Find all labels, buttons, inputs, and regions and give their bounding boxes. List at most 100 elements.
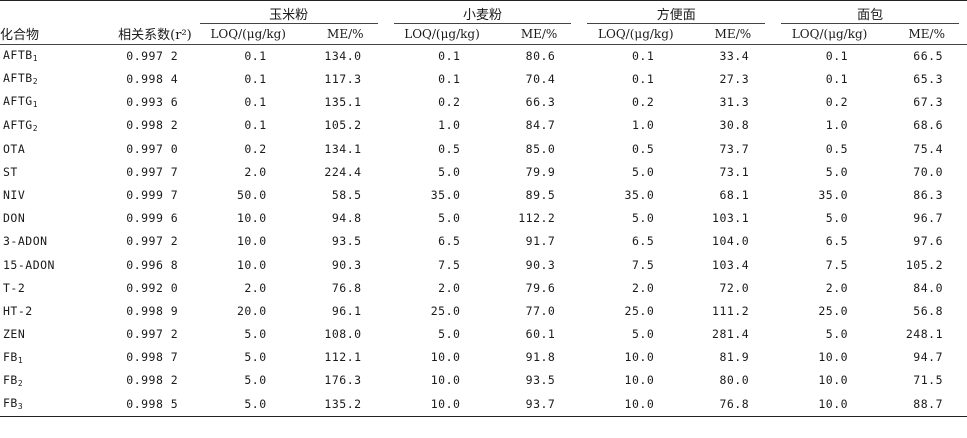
group-label: 小麦粉 xyxy=(462,8,502,23)
loq-value: 5.0 xyxy=(244,350,267,365)
header-loq: LOQ/(μg/kg) xyxy=(773,24,873,45)
loq-value: 0.1 xyxy=(438,72,461,87)
compound-base: AFTG xyxy=(3,117,33,132)
group-label: 玉米粉 xyxy=(269,8,309,23)
me-value: 93.5 xyxy=(331,234,362,249)
me-value: 27.3 xyxy=(719,72,750,87)
r2-value: 0.998 5 xyxy=(82,392,192,417)
loq-value: 0.1 xyxy=(244,48,267,63)
me-value: 224.4 xyxy=(324,164,362,179)
compound-subscript: 2 xyxy=(17,378,24,388)
compound-base: OTA xyxy=(3,141,26,156)
compound-name: 3-ADON xyxy=(0,231,83,254)
loq-value: 6.5 xyxy=(631,234,655,249)
compound-name: ZEN xyxy=(0,323,83,346)
me-value: 76.8 xyxy=(331,280,362,295)
me-value: 135.1 xyxy=(324,95,362,110)
loq-value: 10.0 xyxy=(579,392,679,417)
me-value: 70.4 xyxy=(525,72,556,87)
compound-base: NIV xyxy=(3,187,26,202)
header-group-instant-noodles: 方便面 xyxy=(579,0,774,24)
me-value: 94.8 xyxy=(331,211,362,226)
me-value: 88.7 xyxy=(872,392,967,417)
loq-value: 10.0 xyxy=(624,373,655,388)
loq-value: 0.5 xyxy=(438,141,461,156)
me-value: 281.4 xyxy=(712,327,750,342)
me-value: 91.8 xyxy=(525,350,556,365)
loq-value: 10.0 xyxy=(818,350,849,365)
table-row: AFTG2 0.998 2 0.1 105.2 1.0 84.7 1.0 30.8 1.0 68.… xyxy=(0,115,967,138)
loq-value: 0.1 xyxy=(631,72,655,87)
r2-value: 0.998 2 xyxy=(126,118,179,133)
compound-subscript: 1 xyxy=(32,100,39,110)
me-value: 79.6 xyxy=(525,280,556,295)
compound-subscript: 1 xyxy=(32,54,39,64)
me-value: 94.7 xyxy=(913,350,943,365)
me-value: 134.1 xyxy=(324,141,362,156)
table-row: AFTB2 0.998 4 0.1 117.3 0.1 70.4 0.1 27.3 0.1 65.… xyxy=(0,68,967,91)
table-row: FB1 0.998 7 5.0 112.1 10.0 91.8 10.0 81.9 10.0 94… xyxy=(0,346,967,369)
compound-base: DON xyxy=(3,211,26,226)
loq-value: 35.0 xyxy=(818,187,849,202)
table-row: FB3 0.998 5 5.0 135.2 10.0 93.7 10.0 76.8 10.0 88… xyxy=(0,392,967,417)
compound-name: 15-ADON xyxy=(0,254,83,277)
me-value: 103.4 xyxy=(712,257,750,272)
me-value: 96.7 xyxy=(913,211,943,226)
compound-name: AFTB2 xyxy=(0,68,83,91)
loq-value: 5.0 xyxy=(631,164,655,179)
me-value: 71.5 xyxy=(913,373,943,388)
r2-value: 0.992 0 xyxy=(126,280,179,295)
header-loq: LOQ/(μg/kg) xyxy=(579,24,679,45)
loq-value: 10.0 xyxy=(624,350,655,365)
table-header: 化合物 相关系数(r²) 玉米粉 小麦粉 方便面 面包 LOQ/(μg/kg) … xyxy=(0,0,967,45)
me-value: 60.1 xyxy=(525,327,556,342)
header-group-bread: 面包 xyxy=(773,0,967,24)
r2-value: 0.997 2 xyxy=(126,48,179,63)
loq-value: 7.5 xyxy=(631,257,655,272)
compound-name: FB1 xyxy=(0,346,83,369)
header-me: ME/% xyxy=(484,24,580,45)
me-value: 31.3 xyxy=(719,95,750,110)
compound-subscript: 3 xyxy=(17,401,24,411)
loq-value: 35.0 xyxy=(624,187,655,202)
header-compound: 化合物 xyxy=(0,0,83,45)
me-value: 80.6 xyxy=(525,48,556,63)
me-value: 76.8 xyxy=(678,392,774,417)
table-row: HT-2 0.998 9 20.0 96.1 25.0 77.0 25.0 111.2 25.0… xyxy=(0,300,967,323)
table-row: FB2 0.998 2 5.0 176.3 10.0 93.5 10.0 80.0 10.0 71… xyxy=(0,370,967,393)
r2-value: 0.998 4 xyxy=(126,72,179,87)
compound-name: FB3 xyxy=(0,392,83,417)
loq-value: 5.0 xyxy=(825,327,849,342)
table-row: AFTB1 0.997 2 0.1 134.0 0.1 80.6 0.1 33.4 0.1 66.… xyxy=(0,45,967,69)
loq-value: 5.0 xyxy=(631,211,655,226)
r2-value: 0.998 7 xyxy=(126,350,179,365)
compound-base: 15-ADON xyxy=(3,257,55,272)
me-value: 176.3 xyxy=(324,373,362,388)
header-me: ME/% xyxy=(678,24,774,45)
me-value: 73.1 xyxy=(719,164,750,179)
me-value: 91.7 xyxy=(525,234,556,249)
me-value: 93.5 xyxy=(525,373,556,388)
compound-base: HT-2 xyxy=(3,303,33,318)
compound-base: FB xyxy=(3,372,18,387)
me-value: 117.3 xyxy=(324,72,362,87)
r2-value: 0.996 8 xyxy=(126,257,179,272)
compound-name: T-2 xyxy=(0,277,83,300)
me-value: 105.2 xyxy=(905,257,943,272)
header-group-corn-flour: 玉米粉 xyxy=(191,0,386,24)
me-value: 84.0 xyxy=(913,280,943,295)
me-value: 66.3 xyxy=(525,95,556,110)
compound-name: ST xyxy=(0,161,83,184)
loq-value: 0.2 xyxy=(244,141,267,156)
r2-value: 0.998 9 xyxy=(126,303,179,318)
group-underline xyxy=(781,23,959,24)
loq-value: 7.5 xyxy=(438,257,461,272)
header-loq: LOQ/(μg/kg) xyxy=(191,24,291,45)
group-label: 面包 xyxy=(857,8,884,23)
compound-base: FB xyxy=(3,349,18,364)
loq-value: 5.0 xyxy=(825,211,849,226)
compound-name: AFTG1 xyxy=(0,91,83,114)
loq-value: 0.2 xyxy=(438,95,461,110)
me-value: 81.9 xyxy=(719,350,750,365)
me-value: 77.0 xyxy=(525,303,556,318)
